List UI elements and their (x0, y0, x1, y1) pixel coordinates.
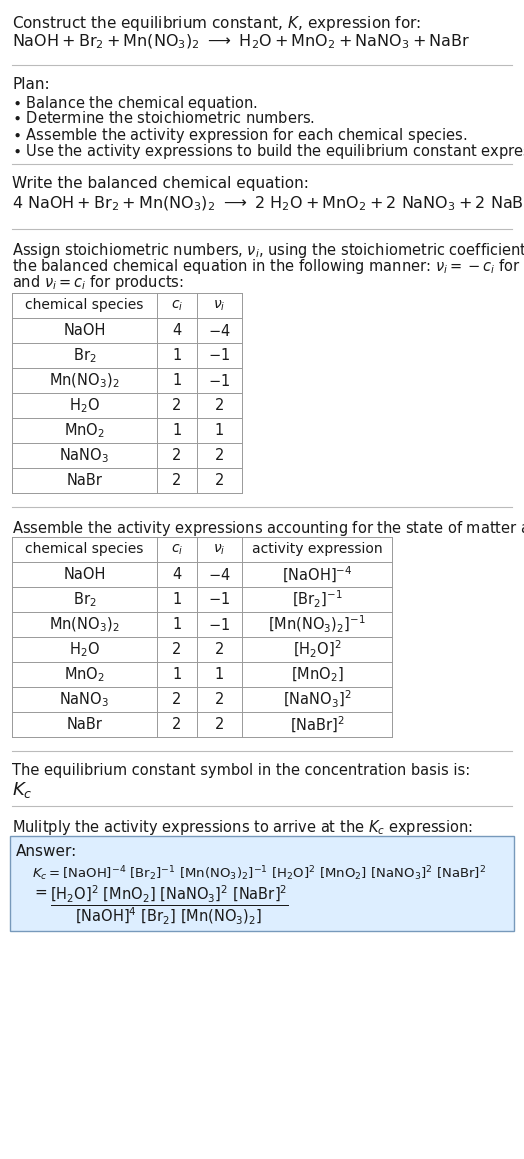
Text: 1: 1 (172, 373, 182, 388)
Text: Write the balanced chemical equation:: Write the balanced chemical equation: (12, 176, 309, 191)
Text: Mn(NO$_3$)$_2$: Mn(NO$_3$)$_2$ (49, 371, 119, 389)
Text: $-1$: $-1$ (209, 372, 231, 388)
Text: NaBr: NaBr (67, 473, 102, 488)
Text: $\bullet$ Balance the chemical equation.: $\bullet$ Balance the chemical equation. (12, 94, 257, 112)
Text: 2: 2 (172, 692, 182, 707)
Text: $\bullet$ Use the activity expressions to build the equilibrium constant express: $\bullet$ Use the activity expressions t… (12, 143, 524, 161)
Text: 1: 1 (172, 348, 182, 363)
Text: and $\nu_i = c_i$ for products:: and $\nu_i = c_i$ for products: (12, 274, 184, 292)
Text: $c_i$: $c_i$ (171, 298, 183, 313)
Text: 1: 1 (215, 666, 224, 681)
Text: 1: 1 (172, 666, 182, 681)
Text: chemical species: chemical species (25, 299, 144, 313)
Text: $-1$: $-1$ (209, 348, 231, 364)
Text: 2: 2 (172, 642, 182, 657)
Text: $[\mathrm{H_2O}]^{2}$: $[\mathrm{H_2O}]^{2}$ (293, 639, 341, 659)
Text: Plan:: Plan: (12, 76, 50, 92)
Text: H$_2$O: H$_2$O (69, 640, 100, 658)
Text: $\nu_i$: $\nu_i$ (213, 542, 226, 556)
Text: $K_c$: $K_c$ (12, 780, 32, 800)
Text: 2: 2 (215, 692, 224, 707)
Text: The equilibrium constant symbol in the concentration basis is:: The equilibrium constant symbol in the c… (12, 763, 470, 778)
Text: $\bullet$ Determine the stoichiometric numbers.: $\bullet$ Determine the stoichiometric n… (12, 110, 315, 126)
Text: 2: 2 (172, 398, 182, 413)
Text: $[\mathrm{NaOH}]^{-4}$: $[\mathrm{NaOH}]^{-4}$ (282, 564, 352, 584)
Text: NaOH: NaOH (63, 567, 106, 582)
Text: $-4$: $-4$ (208, 567, 231, 583)
Text: $4\ \mathrm{NaOH} + \mathrm{Br_2} + \mathrm{Mn(NO_3)_2}$$\ \longrightarrow\ 2\ \: $4\ \mathrm{NaOH} + \mathrm{Br_2} + \mat… (12, 195, 524, 213)
Text: $K_c = [\mathrm{NaOH}]^{-4}\ [\mathrm{Br_2}]^{-1}\ [\mathrm{Mn(NO_3)_2}]^{-1}\ [: $K_c = [\mathrm{NaOH}]^{-4}\ [\mathrm{Br… (32, 863, 486, 883)
Text: Answer:: Answer: (16, 844, 77, 859)
Text: 1: 1 (172, 423, 182, 438)
Text: NaOH: NaOH (63, 323, 106, 338)
Text: 2: 2 (172, 449, 182, 462)
Text: H$_2$O: H$_2$O (69, 396, 100, 415)
Text: Mn(NO$_3$)$_2$: Mn(NO$_3$)$_2$ (49, 615, 119, 634)
Text: $-1$: $-1$ (209, 591, 231, 607)
Text: 4: 4 (172, 323, 182, 338)
Text: $[\mathrm{Br}_2]^{-1}$: $[\mathrm{Br}_2]^{-1}$ (291, 589, 342, 610)
Text: Construct the equilibrium constant, $K$, expression for:: Construct the equilibrium constant, $K$,… (12, 14, 421, 32)
Text: 2: 2 (215, 717, 224, 732)
Text: 2: 2 (172, 473, 182, 488)
Text: MnO$_2$: MnO$_2$ (64, 421, 105, 440)
Text: $[\mathrm{Mn(NO_3)_2}]^{-1}$: $[\mathrm{Mn(NO_3)_2}]^{-1}$ (268, 614, 366, 635)
Text: MnO$_2$: MnO$_2$ (64, 665, 105, 684)
Text: $\nu_i$: $\nu_i$ (213, 298, 226, 313)
Text: 2: 2 (172, 717, 182, 732)
Text: $[\mathrm{MnO_2}]$: $[\mathrm{MnO_2}]$ (291, 665, 343, 684)
Text: NaNO$_3$: NaNO$_3$ (59, 446, 110, 465)
Text: $-4$: $-4$ (208, 322, 231, 338)
Text: $=$: $=$ (32, 884, 48, 899)
Text: 2: 2 (215, 642, 224, 657)
Text: $\mathrm{NaOH} + \mathrm{Br_2} + \mathrm{Mn(NO_3)_2}$$\ \longrightarrow\ \mathrm: $\mathrm{NaOH} + \mathrm{Br_2} + \mathrm… (12, 32, 470, 51)
Text: NaNO$_3$: NaNO$_3$ (59, 690, 110, 709)
Text: activity expression: activity expression (252, 542, 383, 556)
Text: Br$_2$: Br$_2$ (73, 590, 96, 608)
Text: the balanced chemical equation in the following manner: $\nu_i = -c_i$ for react: the balanced chemical equation in the fo… (12, 257, 524, 276)
Text: 1: 1 (215, 423, 224, 438)
Text: Assign stoichiometric numbers, $\nu_i$, using the stoichiometric coefficients, $: Assign stoichiometric numbers, $\nu_i$, … (12, 241, 524, 260)
Text: Assemble the activity expressions accounting for the state of matter and $\nu_i$: Assemble the activity expressions accoun… (12, 519, 524, 538)
Text: Br$_2$: Br$_2$ (73, 347, 96, 365)
Text: chemical species: chemical species (25, 542, 144, 556)
FancyBboxPatch shape (10, 836, 514, 931)
Text: 2: 2 (215, 398, 224, 413)
Text: Mulitply the activity expressions to arrive at the $K_c$ expression:: Mulitply the activity expressions to arr… (12, 818, 473, 837)
Text: $[\mathrm{NaBr}]^{2}$: $[\mathrm{NaBr}]^{2}$ (290, 714, 344, 735)
Text: $\bullet$ Assemble the activity expression for each chemical species.: $\bullet$ Assemble the activity expressi… (12, 126, 467, 145)
Text: 2: 2 (215, 449, 224, 462)
Text: 1: 1 (172, 592, 182, 607)
Text: 1: 1 (172, 617, 182, 632)
Text: $c_i$: $c_i$ (171, 542, 183, 556)
Text: $-1$: $-1$ (209, 617, 231, 633)
Text: 4: 4 (172, 567, 182, 582)
Text: $[\mathrm{NaNO_3}]^{2}$: $[\mathrm{NaNO_3}]^{2}$ (283, 688, 351, 710)
Text: 2: 2 (215, 473, 224, 488)
Text: $\dfrac{[\mathrm{H_2O}]^2\ [\mathrm{MnO_2}]\ [\mathrm{NaNO_3}]^2\ [\mathrm{NaBr}: $\dfrac{[\mathrm{H_2O}]^2\ [\mathrm{MnO_… (50, 884, 289, 927)
Text: NaBr: NaBr (67, 717, 102, 732)
